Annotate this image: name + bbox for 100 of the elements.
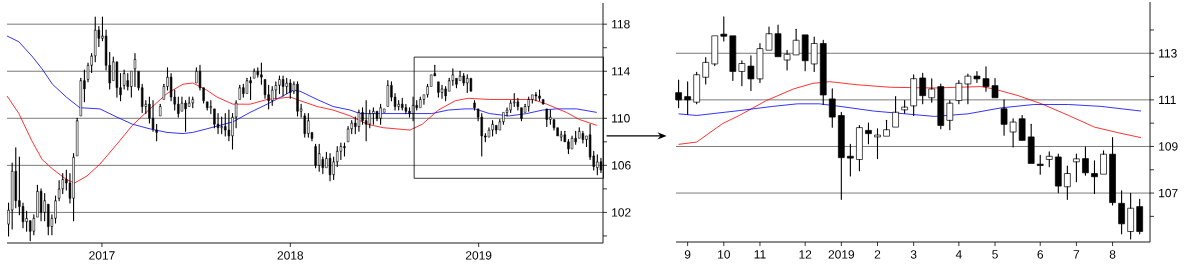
candlestick <box>285 77 288 95</box>
candlestick <box>379 103 382 125</box>
candlestick <box>466 74 469 93</box>
x-tick-label: 10 <box>718 250 730 259</box>
candlestick <box>801 34 809 72</box>
y-tick-label: 109 <box>1159 142 1178 151</box>
candlestick <box>281 75 285 97</box>
candlestick <box>541 99 545 105</box>
candlestick <box>1027 123 1035 164</box>
candlestick <box>1091 160 1098 195</box>
candlestick <box>549 109 552 125</box>
candlestick <box>191 96 194 109</box>
x-tick-label: 9 <box>684 250 691 259</box>
candlestick <box>865 122 872 145</box>
candlestick <box>1045 151 1053 168</box>
candlestick <box>819 39 827 106</box>
candlestick <box>509 100 512 113</box>
candlestick <box>177 96 180 118</box>
candlestick <box>534 91 538 102</box>
y-tick-label: 107 <box>1159 188 1178 198</box>
x-tick-label: 8 <box>1109 250 1116 259</box>
candlestick <box>220 116 223 135</box>
candlestick <box>901 100 908 114</box>
candlestick <box>440 84 444 99</box>
y-tick-label: 111 <box>1159 95 1176 104</box>
candlestick <box>684 81 691 116</box>
candlestick <box>227 109 231 142</box>
y-tick-label: 110 <box>612 114 630 123</box>
candlestick <box>242 83 245 98</box>
candlestick <box>1054 153 1062 194</box>
candlestick <box>469 77 473 92</box>
candlestick <box>570 135 574 150</box>
candlestick <box>538 89 541 102</box>
candlestick <box>278 75 281 95</box>
candlestick <box>209 100 213 115</box>
candlestick <box>249 76 252 101</box>
candlestick <box>828 88 836 128</box>
x-tick-label: 2018 <box>277 251 304 260</box>
candlestick <box>838 111 845 200</box>
candlestick <box>372 107 375 125</box>
x-tick-label: 6 <box>1037 250 1044 259</box>
candlestick <box>1073 153 1080 183</box>
y-tick-label: 118 <box>612 19 630 29</box>
candlestick <box>401 97 404 111</box>
candlestick <box>473 100 476 111</box>
candlestick <box>513 93 516 108</box>
candlestick <box>856 124 863 172</box>
x-tick-label: 2 <box>874 250 881 259</box>
candlestick <box>133 53 137 88</box>
candlestick <box>1100 150 1107 175</box>
candlestick <box>314 143 317 169</box>
candlestick <box>1036 154 1044 175</box>
candlestick <box>1136 198 1144 235</box>
candlestick <box>955 79 963 105</box>
candlestick <box>159 103 162 117</box>
candlestick <box>596 154 599 176</box>
candlestick <box>187 96 191 107</box>
candlestick <box>702 56 710 85</box>
candlestick <box>289 78 292 99</box>
candlestick <box>919 72 927 105</box>
candlestick <box>567 138 570 155</box>
candlestick <box>545 108 548 128</box>
y-tick-label: 106 <box>612 161 631 170</box>
candlestick <box>729 35 737 82</box>
candlestick <box>79 77 82 117</box>
x-tick-label: 4 <box>955 250 962 259</box>
candlestick <box>238 84 241 100</box>
candlestick <box>271 85 274 106</box>
candlestick <box>437 81 440 98</box>
x-tick-label: 2017 <box>89 251 115 260</box>
x-tick-label: 5 <box>992 250 998 259</box>
y-tick-label: 102 <box>612 208 631 217</box>
candlestick <box>357 109 361 132</box>
candlestick <box>883 119 890 137</box>
candlestick <box>810 36 818 72</box>
x-tick-label: 12 <box>799 250 812 259</box>
candlestick <box>494 125 498 135</box>
candlestick <box>386 80 390 107</box>
candlestick <box>720 16 728 42</box>
candlestick <box>946 100 954 131</box>
candlestick <box>693 71 701 105</box>
candlestick <box>675 79 682 109</box>
x-tick-label: 2019 <box>828 250 855 259</box>
candlestick <box>455 77 458 89</box>
candlestick <box>343 142 346 157</box>
candlestick <box>94 16 97 63</box>
x-tick-label: 11 <box>754 250 766 259</box>
candlestick <box>928 78 936 103</box>
candlestick <box>892 96 899 128</box>
candlestick <box>364 100 368 142</box>
candlestick <box>126 73 129 91</box>
y-tick-label: 114 <box>612 67 630 76</box>
candlestick <box>937 83 945 130</box>
candlestick <box>531 94 534 104</box>
candlestick <box>874 128 881 160</box>
candlestick <box>491 120 494 137</box>
candlestick <box>1082 146 1089 176</box>
candlestick <box>419 96 422 108</box>
candlestick <box>224 113 227 137</box>
candlestick <box>1118 190 1125 235</box>
